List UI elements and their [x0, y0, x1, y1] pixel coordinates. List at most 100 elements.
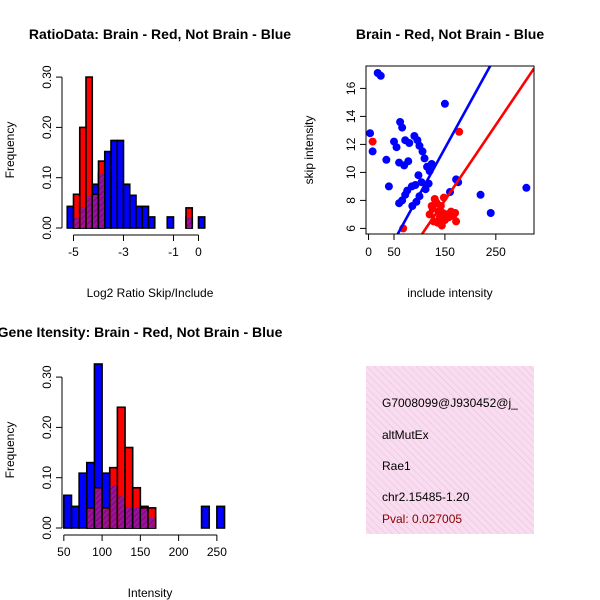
scatter-point-not-brain — [414, 171, 423, 180]
ratio-histogram-bar-overlap — [74, 217, 79, 228]
ratio-histogram-x-tick-label: -3 — [118, 245, 129, 259]
scatter-point-not-brain — [382, 155, 391, 164]
ratio-histogram-x-tick-label: -5 — [68, 245, 79, 259]
scatter-point-not-brain — [476, 190, 485, 199]
intensity-histogram-xlabel: Intensity — [128, 586, 173, 600]
scatter-point-brain — [437, 221, 446, 230]
intensity-histogram-bar-not-brain — [63, 494, 73, 529]
info-event-type: altMutEx — [382, 428, 429, 442]
intensity-histogram-bar-overlap — [87, 508, 94, 528]
intensity-histogram-bar-overlap — [126, 507, 132, 528]
scatter-point-not-brain — [376, 71, 385, 80]
intensity-histogram-x-tick-label: 200 — [169, 545, 189, 559]
intensity-histogram-ylabel: Frequency — [3, 422, 17, 479]
scatter-point-not-brain — [395, 199, 404, 208]
ratio-histogram-bar-not-brain — [135, 205, 144, 229]
ratio-histogram-bar-not-brain — [66, 205, 75, 229]
scatter-point-not-brain — [405, 139, 414, 147]
intensity-histogram-bar-overlap — [141, 508, 147, 528]
scatter-xlabel: include intensity — [407, 286, 492, 300]
ratio-histogram-y-tick-label: 0.00 — [40, 216, 54, 240]
ratio-histogram-x-tick-label: 0 — [195, 245, 202, 259]
intensity-histogram-x-tick-label: 150 — [130, 545, 150, 559]
scatter-point-not-brain — [368, 147, 377, 156]
intensity-histogram-bar-not-brain — [216, 505, 226, 529]
scatter-point-not-brain — [366, 129, 375, 138]
intensity-histogram-bar-overlap — [133, 507, 140, 528]
ratio-histogram-bar-overlap — [87, 196, 92, 228]
info-panel: G7008099@J930452@j_ altMutEx Rae1 chr2.1… — [366, 366, 534, 534]
info-locus: chr2.15485-1.20 — [382, 490, 470, 504]
scatter-plot-area — [366, 66, 534, 234]
intensity-histogram-bar-not-brain — [78, 472, 88, 529]
intensity-histogram-bar-overlap — [103, 508, 109, 528]
intensity-histogram-y-tick-label: 0.30 — [40, 365, 54, 389]
scatter-point-not-brain — [522, 183, 531, 192]
ratio-histogram-bar-overlap — [93, 195, 98, 228]
intensity-histogram-y-tick-label: 0.20 — [40, 415, 54, 439]
scatter-point-not-brain — [392, 143, 401, 152]
scatter-y-tick-label: 6 — [344, 225, 358, 232]
scatter-point-not-brain — [418, 147, 427, 156]
intensity-histogram-x-tick-label: 250 — [207, 545, 227, 559]
intensity-histogram-bars — [63, 363, 226, 529]
scatter-point-not-brain — [486, 209, 495, 217]
scatter-y-tick-label: 14 — [344, 109, 358, 123]
scatter-x-tick-label: 150 — [435, 245, 455, 259]
scatter-frame — [365, 65, 535, 235]
ratio-histogram-bar-not-brain — [110, 139, 119, 229]
ratio-histogram-x-tick-label: -1 — [168, 245, 179, 259]
ratio-histogram-title: RatioData: Brain - Red, Not Brain - Blue — [29, 26, 291, 42]
ratio-histogram-bar-overlap — [99, 174, 104, 228]
scatter-point-not-brain — [404, 157, 413, 166]
scatter-x-tick-label: 250 — [486, 245, 506, 259]
scatter-y-tick-label: 8 — [344, 197, 358, 204]
scatter-axes: 0 50 150 250 6 8 10 12 14 16 — [344, 65, 535, 259]
scatter-point-not-brain — [398, 123, 407, 132]
intensity-histogram-bar-overlap — [118, 496, 125, 528]
scatter-ylabel: skip intensity — [302, 116, 316, 185]
scatter-fit-line-not-brain — [396, 66, 492, 234]
ratio-histogram-bar-overlap — [80, 207, 85, 228]
ratio-histogram-bar-not-brain — [103, 150, 112, 229]
scatter-point-brain — [451, 209, 460, 217]
scatter-y-tick-label: 12 — [344, 137, 358, 151]
scatter-point-brain — [455, 127, 464, 136]
scatter-point-not-brain — [384, 182, 393, 191]
intensity-histogram-bar-overlap — [110, 485, 117, 528]
ratio-histogram-bars — [66, 76, 206, 229]
scatter-x-tick-label: 50 — [387, 245, 401, 259]
intensity-histogram-bar-not-brain — [200, 505, 211, 529]
ratio-histogram-bar-not-brain — [128, 194, 137, 229]
scatter-title: Brain - Red, Not Brain - Blue — [356, 26, 544, 42]
ratio-histogram-y-tick-label: 0.10 — [40, 166, 54, 190]
intensity-scatter-panel: Brain - Red, Not Brain - Blue skip inten… — [302, 26, 544, 300]
ratio-histogram-bar-not-brain — [141, 205, 150, 229]
intensity-histogram-x-tick-label: 50 — [57, 545, 71, 559]
intensity-histogram-y-tick-label: 0.00 — [40, 516, 54, 540]
intensity-histogram-panel: Gene Itensity: Brain - Red, Not Brain - … — [0, 324, 283, 600]
ratio-histogram-bar-not-brain — [147, 216, 156, 229]
scatter-point-brain — [368, 137, 377, 146]
scatter-point-not-brain — [417, 178, 426, 187]
info-event-id: G7008099@J930452@j_ — [382, 396, 518, 410]
ratio-histogram-bar-overlap — [187, 217, 192, 228]
scatter-y-tick-label: 10 — [344, 165, 358, 179]
intensity-histogram-y-tick-label: 0.10 — [40, 466, 54, 490]
ratio-histogram-y-tick-label: 0.20 — [40, 115, 54, 139]
ratio-histogram-axes: -5 -3 -1 0 0.00 0.10 0.20 0.30 — [40, 65, 202, 259]
ratio-histogram-ylabel: Frequency — [3, 122, 17, 179]
info-panel-background — [366, 366, 534, 534]
scatter-point-brain — [427, 202, 436, 210]
scatter-fit-line-brain — [420, 67, 534, 234]
ratio-histogram-bar-not-brain — [122, 183, 131, 229]
intensity-histogram-title: Gene Itensity: Brain - Red, Not Brain - … — [0, 324, 283, 340]
ratio-histogram-bar-not-brain — [197, 216, 206, 229]
ratio-histogram-panel: RatioData: Brain - Red, Not Brain - Blue… — [3, 26, 291, 300]
intensity-histogram-x-tick-label: 100 — [92, 545, 112, 559]
scatter-point-brain — [452, 217, 461, 226]
intensity-histogram-axes: 50 100 150 200 250 0.00 0.10 0.20 0.30 — [40, 365, 227, 559]
ratio-histogram-xlabel: Log2 Ratio Skip/Include — [87, 286, 214, 300]
intensity-histogram-bar-overlap — [95, 488, 102, 528]
